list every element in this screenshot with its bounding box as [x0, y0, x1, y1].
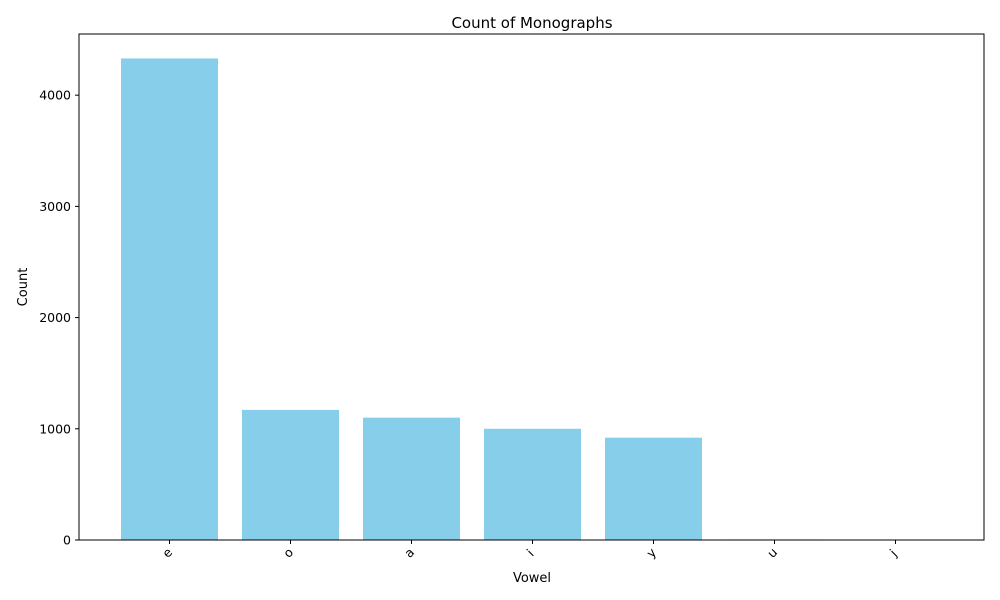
- x-tick-label-u: u: [764, 545, 780, 561]
- y-axis: 0 1000 2000 3000 4000: [39, 88, 79, 548]
- x-tick-label-a: a: [401, 545, 417, 561]
- x-tick-label-o: o: [280, 545, 296, 561]
- bar-i: [484, 428, 581, 540]
- y-tick-label: 0: [63, 533, 71, 548]
- y-tick-label: 1000: [39, 421, 71, 436]
- bar-o: [242, 409, 339, 540]
- x-tick-label-y: y: [643, 544, 659, 560]
- x-tick-label-e: e: [159, 544, 175, 560]
- x-tick-label-i: i: [524, 546, 537, 559]
- y-tick-label: 2000: [39, 310, 71, 325]
- y-axis-label: Count: [16, 268, 31, 307]
- x-tick-label-j: j: [886, 546, 900, 560]
- chart-title: Count of Monographs: [451, 14, 612, 32]
- plot-frame: [78, 33, 985, 541]
- y-tick-label: 4000: [39, 88, 71, 103]
- bar-a: [363, 417, 460, 540]
- bar-e: [121, 58, 218, 540]
- y-tick-label: 3000: [39, 199, 71, 214]
- bars-group: [121, 58, 944, 540]
- bar-y: [605, 437, 702, 540]
- x-axis-label: Vowel: [513, 571, 551, 586]
